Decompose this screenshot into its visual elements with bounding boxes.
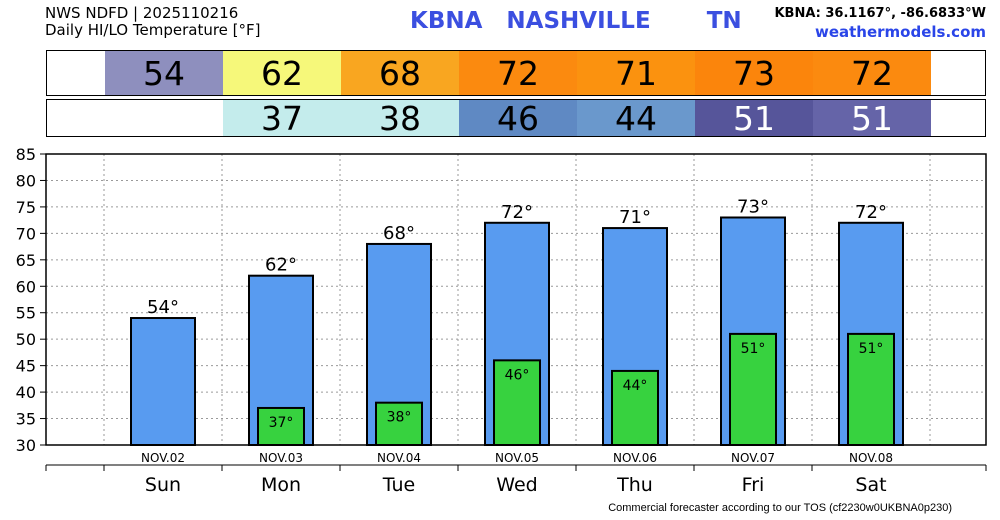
day-label: Fri (742, 474, 765, 496)
high-bar-label: 72° (855, 202, 887, 223)
low-temp-cell: 51 (695, 99, 813, 138)
day-label: Thu (616, 474, 653, 496)
low-bar (257, 406, 305, 446)
high-bar-label: 72° (501, 202, 533, 223)
day-label: Sat (855, 474, 886, 496)
y-tick-label: 55 (16, 304, 36, 323)
low-temp-cell: 46 (459, 99, 577, 138)
y-tick-label: 45 (16, 357, 36, 376)
site-link[interactable]: weathermodels.com (814, 23, 986, 41)
low-bar-label: 51° (859, 341, 884, 357)
high-temp-cell: 73 (695, 51, 813, 95)
high-temperature-strip: 54 62 68 72 71 73 72 (46, 50, 986, 96)
high-bar (130, 317, 196, 447)
y-tick-label: 50 (16, 330, 36, 349)
low-bar-label: 38° (387, 410, 412, 426)
y-tick-label: 80 (16, 171, 36, 190)
low-bar-label: 51° (741, 341, 766, 357)
high-bar-label: 62° (265, 255, 297, 276)
high-temp-cell: 71 (577, 51, 695, 95)
day-label: Mon (261, 474, 301, 496)
low-bar (729, 332, 777, 446)
y-tick-label: 70 (16, 224, 36, 243)
date-label: NOV.02 (141, 451, 185, 465)
product-subtitle: Daily HI/LO Temperature [°F] (45, 21, 261, 39)
high-temp-cell: 72 (813, 51, 931, 95)
high-temp-cell: 72 (459, 51, 577, 95)
low-bar-label: 44° (623, 378, 648, 394)
high-temp-cell: 68 (341, 51, 459, 95)
low-temp-cell: 44 (577, 99, 695, 138)
high-temp-cell: 62 (223, 51, 341, 95)
y-tick-label: 65 (16, 251, 36, 270)
low-bar-label: 46° (505, 367, 530, 383)
high-bar-label: 71° (619, 207, 651, 228)
y-tick-label: 75 (16, 198, 36, 217)
date-label: NOV.04 (377, 451, 421, 465)
low-temp-cell: 37 (223, 99, 341, 138)
station-coordinates: KBNA: 36.1167°, -86.6833°W (774, 6, 986, 21)
high-bar-label: 68° (383, 223, 415, 244)
day-label: Wed (496, 474, 537, 496)
day-label: Tue (382, 474, 415, 496)
date-label: NOV.07 (731, 451, 775, 465)
date-label: NOV.03 (259, 451, 303, 465)
low-bar-label: 37° (269, 415, 294, 431)
plot-frame (45, 153, 987, 446)
day-label: Sun (145, 474, 181, 496)
low-temp-cell: 51 (813, 99, 931, 138)
high-temp-cell: 54 (105, 51, 223, 95)
y-tick-label: 85 (16, 145, 36, 164)
y-tick-label: 40 (16, 383, 36, 402)
date-label: NOV.05 (495, 451, 539, 465)
date-label: NOV.08 (849, 451, 893, 465)
footer-note: Commercial forecaster according to our T… (608, 502, 952, 514)
low-temperature-strip: 37 38 46 44 51 51 (46, 99, 986, 138)
date-label: NOV.06 (613, 451, 657, 465)
product-title: NWS NDFD | 2025110216 (45, 4, 239, 22)
y-tick-label: 60 (16, 277, 36, 296)
low-temp-cell: 38 (341, 99, 459, 138)
y-tick-label: 35 (16, 410, 36, 429)
high-bar-label: 54° (147, 297, 179, 318)
y-tick-label: 30 (16, 436, 36, 455)
station-title: KBNA NASHVILLE TN (410, 8, 742, 34)
high-bar-label: 73° (737, 196, 769, 217)
